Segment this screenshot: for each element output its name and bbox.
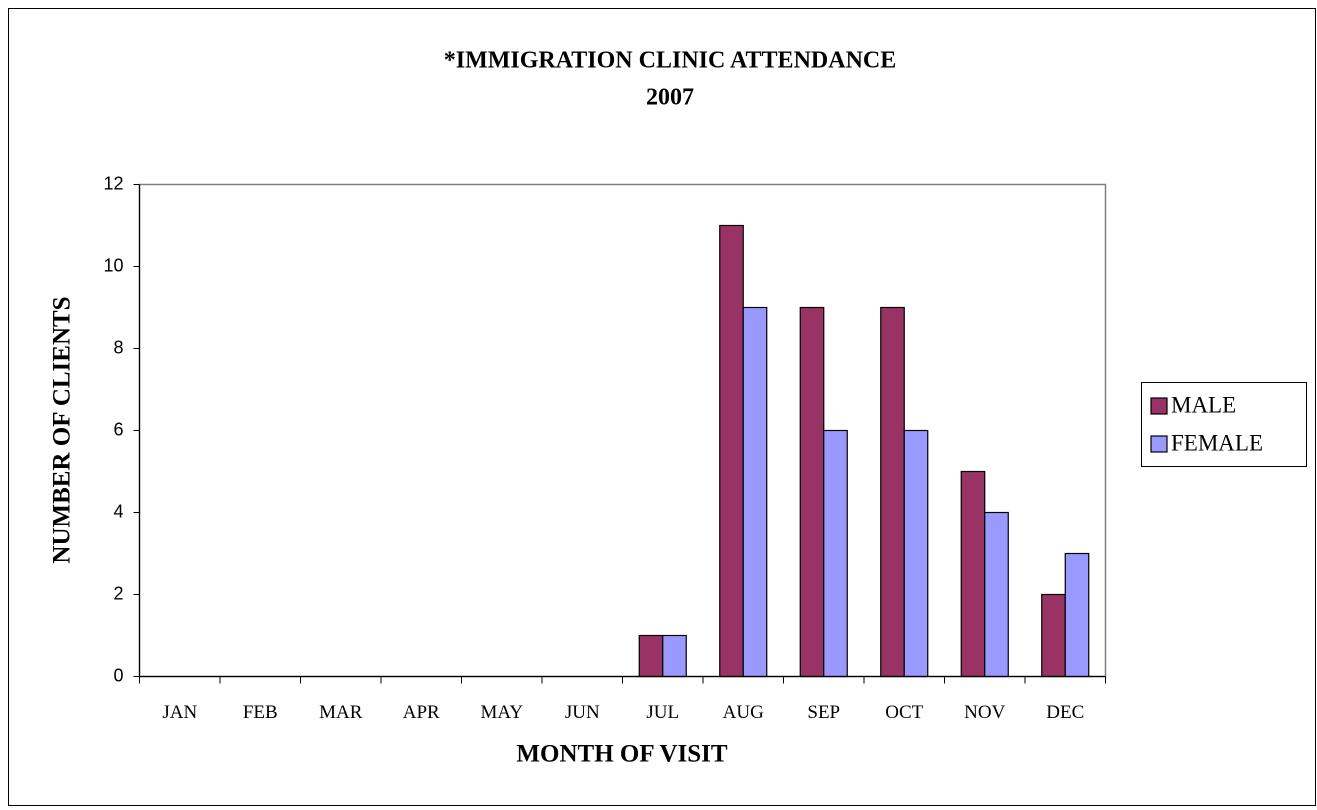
x-tick-label: MAR [319, 702, 363, 723]
x-tick-label: DEC [1046, 702, 1084, 723]
x-tick-label: SEP [807, 702, 840, 723]
bar [1064, 552, 1090, 678]
y-tick-label: 12 [103, 173, 123, 193]
y-tick-label: 10 [103, 255, 123, 275]
legend-swatch [1150, 435, 1168, 453]
bar [960, 470, 986, 678]
legend [1141, 382, 1307, 467]
bar [984, 511, 1009, 678]
bar [638, 634, 664, 678]
y-tick-label: 0 [113, 665, 123, 685]
x-tick-label: JUL [646, 702, 679, 723]
chart-title: *IMMIGRATION CLINIC ATTENDANCE [444, 48, 896, 74]
chart-frame [8, 8, 1316, 806]
y-tick-label: 4 [113, 501, 123, 521]
x-tick-label: NOV [964, 702, 1005, 723]
legend-swatch [1150, 397, 1168, 415]
x-tick-label: JAN [162, 702, 197, 723]
bar [823, 429, 848, 678]
y-tick-label: 6 [113, 419, 123, 439]
x-tick-label: JUN [565, 702, 600, 723]
x-tick-label: MAY [480, 702, 523, 723]
x-axis-label: MONTH OF VISIT [516, 741, 727, 768]
bar [799, 306, 825, 678]
y-tick-label: 2 [113, 583, 123, 603]
bar [880, 306, 905, 678]
chart-title: 2007 [646, 85, 694, 111]
bar [903, 429, 929, 678]
bar [1041, 593, 1066, 678]
y-tick-label: 8 [113, 337, 123, 357]
legend-label: MALE [1171, 392, 1236, 417]
x-tick-label: FEB [243, 702, 278, 723]
bar [742, 306, 768, 678]
x-tick-label: AUG [723, 702, 764, 723]
bar [719, 224, 744, 678]
x-tick-label: OCT [885, 702, 923, 723]
legend-label: FEMALE [1171, 430, 1263, 455]
bar [662, 634, 687, 678]
y-axis-label: NUMBER OF CLIENTS [49, 296, 76, 563]
x-tick-label: APR [403, 702, 440, 723]
